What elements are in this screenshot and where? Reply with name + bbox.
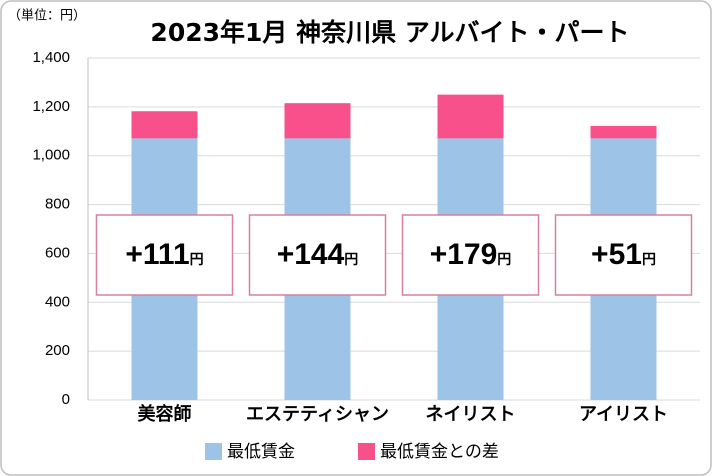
annotation-box: [95, 214, 234, 296]
legend-label: 最低賃金との差: [380, 442, 499, 462]
unit-label: （単位：円）: [8, 8, 86, 24]
bar-segment: [590, 125, 657, 139]
x-tick-label: アイリスト: [579, 404, 668, 425]
x-tick-label: エステティシャン: [246, 404, 389, 425]
y-tick-label: 0: [62, 391, 70, 408]
value-label: +144円: [277, 238, 359, 271]
value-label: +179円: [430, 238, 512, 271]
value-label: +111円: [125, 238, 203, 271]
y-tick-label: 400: [45, 293, 70, 310]
bar-segment: [437, 94, 504, 139]
x-tick-label: 美容師: [138, 403, 192, 425]
annotation-box: [554, 214, 693, 296]
bar-segment: [284, 103, 351, 139]
y-tick-label: 800: [45, 196, 70, 213]
y-tick-label: 1,000: [32, 147, 70, 164]
y-tick-label: 1,400: [32, 49, 70, 66]
legend-swatch: [358, 443, 375, 460]
x-tick-label: ネイリスト: [426, 404, 516, 425]
chart-title: 2023年1月 神奈川県 アルバイト・パート: [150, 18, 629, 47]
y-tick-label: 600: [45, 244, 70, 261]
annotation-box: [248, 214, 387, 296]
annotation-box: [401, 214, 540, 296]
value-label: +51円: [591, 238, 656, 271]
y-tick-label: 1,200: [32, 98, 70, 115]
legend-label: 最低賃金: [227, 442, 295, 462]
bar-segment: [131, 111, 198, 139]
y-tick-label: 200: [45, 342, 70, 359]
legend-swatch: [205, 443, 222, 460]
